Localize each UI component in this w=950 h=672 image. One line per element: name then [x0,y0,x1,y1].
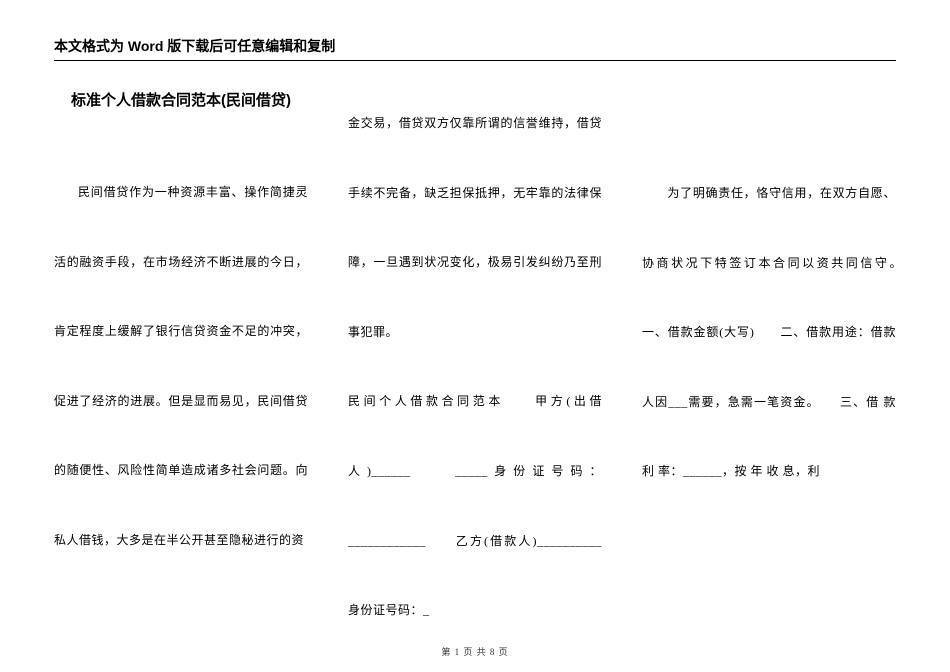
document-title: 标准个人借款合同范本(民间借贷) [54,89,308,110]
column-3: 为了明确责任，恪守信用，在双方自愿、协商状况下特签订本合同以资共同信守。 一、借… [642,89,896,646]
col2-paragraph-2: 民间个人借款合同范本 甲方(出借人)______ _____身份证号码：____… [348,367,602,645]
columns-wrapper: 标准个人借款合同范本(民间借贷) 民间借贷作为一种资源丰富、操作简捷灵活的融资手… [54,89,896,646]
column-1: 标准个人借款合同范本(民间借贷) 民间借贷作为一种资源丰富、操作简捷灵活的融资手… [54,89,308,646]
col2-paragraph-1: 金交易，借贷双方仅靠所谓的信誉维持，借贷手续不完备，缺乏担保抵押，无牢靠的法律保… [348,89,602,367]
page-footer: 第 1 页 共 8 页 [0,645,950,658]
header-note: 本文格式为 Word 版下载后可任意编辑和复制 [54,36,896,61]
column-2: 金交易，借贷双方仅靠所谓的信誉维持，借贷手续不完备，缺乏担保抵押，无牢靠的法律保… [348,89,602,646]
col1-paragraph: 民间借贷作为一种资源丰富、操作简捷灵活的融资手段，在市场经济不断进展的今日，肯定… [54,158,308,576]
col3-paragraph: 为了明确责任，恪守信用，在双方自愿、协商状况下特签订本合同以资共同信守。 一、借… [642,159,896,507]
page-container: 本文格式为 Word 版下载后可任意编辑和复制 标准个人借款合同范本(民间借贷)… [0,0,950,666]
